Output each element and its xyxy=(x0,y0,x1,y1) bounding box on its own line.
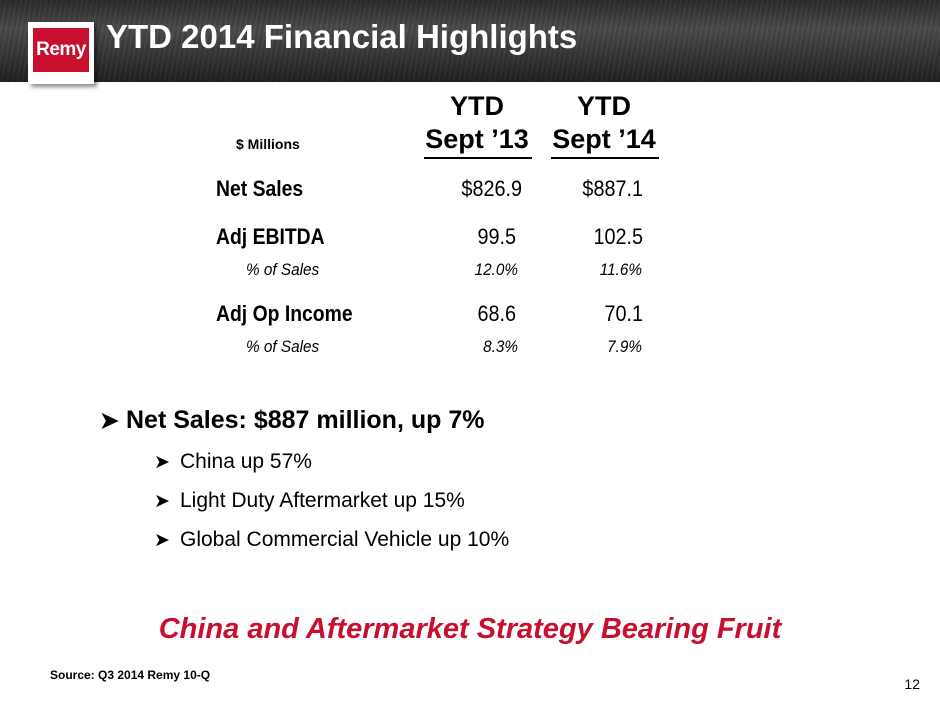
value-net-sales-2013: $826.9 xyxy=(461,176,522,201)
value-ebitda-pct-2014: 11.6% xyxy=(599,260,642,279)
value-adj-ebitda-2014: 102.5 xyxy=(593,224,643,249)
row-label-adj-op-income: Adj Op Income xyxy=(216,301,353,326)
value-net-sales-2014: $887.1 xyxy=(582,176,643,201)
value-ebitda-pct-2013: 12.0% xyxy=(474,260,518,279)
bullet-sub-3: ➤ Global Commercial Vehicle up 10% xyxy=(154,528,509,552)
units-label: $ Millions xyxy=(236,136,300,152)
bullet-sub-text: Light Duty Aftermarket up 15% xyxy=(180,489,465,512)
tagline: China and Aftermarket Strategy Bearing F… xyxy=(158,613,782,645)
value-adj-op-income-2014: 70.1 xyxy=(604,301,643,326)
column-header-line2: Sept ’14 xyxy=(552,124,656,154)
arrow-bullet-icon: ➤ xyxy=(154,452,170,473)
arrow-bullet-icon: ➤ xyxy=(100,408,119,433)
arrow-bullet-icon: ➤ xyxy=(154,530,170,551)
header-bar xyxy=(0,0,940,82)
remy-logo: Remy xyxy=(28,22,94,84)
value-adj-op-income-2013: 68.6 xyxy=(477,301,516,326)
sub-label-pct-sales: % of Sales xyxy=(246,260,320,279)
column-header-sept-14: YTD Sept ’14 xyxy=(549,90,659,156)
sub-label-pct-sales: % of Sales xyxy=(246,337,320,356)
arrow-bullet-icon: ➤ xyxy=(154,491,170,512)
value-op-income-pct-2014: 7.9% xyxy=(607,337,642,356)
bullet-main-text: Net Sales: $887 million, up 7% xyxy=(126,406,485,434)
page-number: 12 xyxy=(904,676,920,692)
slide-title: YTD 2014 Financial Highlights xyxy=(106,18,578,55)
column-underline-1 xyxy=(424,157,532,159)
logo-text: Remy xyxy=(33,28,89,72)
bullet-sub-text: China up 57% xyxy=(180,450,312,473)
column-header-line2: Sept ’13 xyxy=(425,124,529,154)
column-header-line1: YTD xyxy=(450,91,504,121)
source-note: Source: Q3 2014 Remy 10-Q xyxy=(50,668,211,682)
bullet-sub-1: ➤ China up 57% xyxy=(154,450,312,474)
value-op-income-pct-2013: 8.3% xyxy=(483,337,518,356)
row-label-adj-ebitda: Adj EBITDA xyxy=(216,224,325,249)
column-header-sept-13: YTD Sept ’13 xyxy=(422,90,532,156)
bullet-sub-text: Global Commercial Vehicle up 10% xyxy=(180,528,510,551)
bullet-main: ➤ Net Sales: $887 million, up 7% xyxy=(100,406,484,435)
column-underline-2 xyxy=(551,157,659,159)
value-adj-ebitda-2013: 99.5 xyxy=(477,224,516,249)
bullet-sub-2: ➤ Light Duty Aftermarket up 15% xyxy=(154,489,465,513)
row-label-net-sales: Net Sales xyxy=(216,176,304,201)
column-header-line1: YTD xyxy=(577,91,631,121)
